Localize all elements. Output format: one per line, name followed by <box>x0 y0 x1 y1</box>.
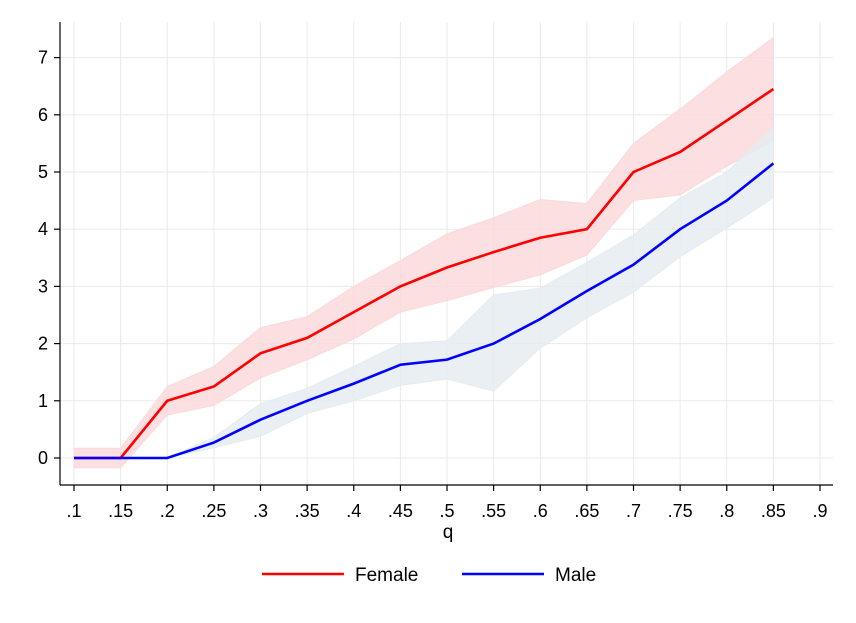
x-tick-label: .75 <box>668 501 693 521</box>
x-tick-label: .5 <box>439 501 454 521</box>
legend-label-female: Female <box>355 565 418 586</box>
x-tick-label: .35 <box>295 501 320 521</box>
y-tick-label: 0 <box>38 448 48 468</box>
x-axis-title: q <box>443 522 454 543</box>
x-tick-label: .2 <box>160 501 175 521</box>
y-tick-label: 5 <box>38 162 48 182</box>
series-line-female <box>74 87 775 460</box>
axes: 0 1 2 3 4 5 6 7 .1 .15 .2 .25 .3 .35 .4 .45 .5 .55 .6 .65 .7… <box>38 22 833 521</box>
series-lines <box>74 87 775 460</box>
y-tick-label: 7 <box>38 48 48 68</box>
x-tick-label: .25 <box>201 501 226 521</box>
y-tick-label: 2 <box>38 334 48 354</box>
y-tick-label: 1 <box>38 391 48 411</box>
y-tick-label: 3 <box>38 276 48 296</box>
x-tick-label: .6 <box>533 501 548 521</box>
legend: Female Male <box>262 565 596 586</box>
confidence-bands <box>73 36 774 469</box>
series-line-male <box>74 162 775 460</box>
x-tick-label: .7 <box>626 501 641 521</box>
y-tick-label: 4 <box>38 219 48 239</box>
x-tick-label: .9 <box>812 501 827 521</box>
x-tick-label: .8 <box>719 501 734 521</box>
x-tick-label: .45 <box>388 501 413 521</box>
x-tick-label: .55 <box>481 501 506 521</box>
x-tick-label: .15 <box>108 501 133 521</box>
x-tick-label: .65 <box>574 501 599 521</box>
x-tick-label: .3 <box>253 501 268 521</box>
x-tick-label: .1 <box>66 501 81 521</box>
x-tick-label: .85 <box>761 501 786 521</box>
x-tick-label: .4 <box>346 501 361 521</box>
ci-band-male <box>74 126 774 459</box>
legend-label-male: Male <box>555 565 596 586</box>
y-tick-label: 6 <box>38 105 48 125</box>
